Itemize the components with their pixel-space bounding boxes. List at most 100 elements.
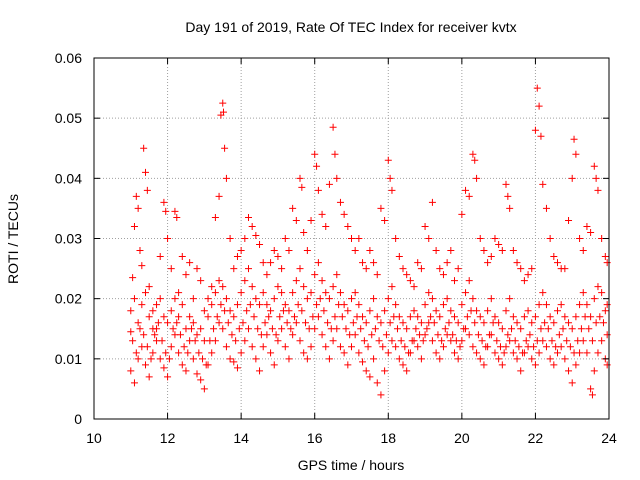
data-point [226, 235, 234, 242]
data-point [263, 301, 271, 309]
data-point [417, 355, 425, 363]
data-point [210, 325, 218, 333]
data-point [579, 289, 587, 297]
data-point [248, 222, 256, 230]
axis-ticks [93, 57, 610, 420]
y-axis-label: ROTI / TECUs [5, 194, 21, 284]
data-point [153, 301, 161, 309]
data-point [362, 367, 370, 375]
data-point [546, 355, 554, 363]
data-point [366, 247, 374, 255]
data-point [289, 204, 297, 212]
data-point [342, 325, 350, 333]
data-point [568, 174, 576, 182]
data-point [454, 265, 462, 273]
data-point [156, 253, 164, 261]
x-tick-label: 22 [528, 430, 544, 446]
data-point [598, 337, 606, 345]
data-point [175, 289, 183, 297]
data-point [344, 222, 352, 230]
data-point [303, 295, 311, 303]
data-point [303, 247, 311, 255]
data-point [340, 349, 348, 357]
data-point [272, 331, 280, 339]
data-point [425, 289, 433, 297]
data-point [145, 313, 153, 321]
data-point [555, 331, 563, 339]
data-point [438, 337, 446, 345]
data-point [303, 355, 311, 363]
data-point [590, 162, 598, 170]
data-point [443, 259, 451, 267]
data-point [542, 301, 550, 309]
data-point [232, 337, 240, 345]
data-point [373, 379, 381, 387]
x-axis-label: GPS time / hours [298, 457, 405, 473]
data-point [175, 313, 183, 321]
data-point [200, 307, 208, 315]
data-point [535, 102, 543, 110]
data-point [211, 289, 219, 297]
data-point [491, 349, 499, 357]
data-point [191, 337, 199, 345]
data-point [388, 186, 396, 194]
data-point [511, 337, 519, 345]
data-point [349, 319, 357, 327]
data-point [292, 277, 300, 285]
data-point [498, 325, 506, 333]
data-point [509, 349, 517, 357]
data-point [263, 271, 271, 279]
data-point [259, 289, 267, 297]
data-point [552, 343, 560, 351]
data-point [138, 301, 146, 309]
data-point [357, 325, 365, 333]
data-point [403, 271, 411, 279]
data-point [130, 379, 138, 387]
data-point [241, 337, 249, 345]
x-tick-label: 18 [380, 430, 396, 446]
data-point [432, 307, 440, 315]
data-point [390, 313, 398, 321]
data-point [241, 277, 249, 285]
y-tick-label: 0.04 [55, 170, 82, 186]
data-point [414, 259, 422, 267]
data-point [381, 367, 389, 375]
data-point [528, 265, 536, 273]
data-point [340, 210, 348, 218]
data-point [134, 319, 142, 327]
data-point [476, 313, 484, 321]
data-point [480, 319, 488, 327]
data-point [197, 325, 205, 333]
data-point [377, 204, 385, 212]
data-point [386, 174, 394, 182]
y-tick-label: 0.01 [55, 351, 82, 367]
data-point [322, 343, 330, 351]
data-point [193, 265, 201, 273]
data-point [182, 367, 190, 375]
data-point [173, 213, 181, 221]
data-point [592, 174, 600, 182]
data-point [462, 186, 470, 194]
data-point [248, 343, 256, 351]
data-point [454, 355, 462, 363]
data-point [129, 274, 137, 282]
data-point [436, 355, 444, 363]
data-point [414, 343, 422, 351]
data-point [412, 325, 420, 333]
data-point [392, 301, 400, 309]
data-point [491, 313, 499, 321]
y-tick-label: 0.02 [55, 291, 82, 307]
data-point [149, 325, 157, 333]
data-point [267, 349, 275, 357]
data-point [528, 355, 536, 363]
data-point [228, 331, 236, 339]
data-point [259, 343, 267, 351]
data-point [474, 331, 482, 339]
data-point [577, 325, 585, 333]
data-point [467, 307, 475, 315]
data-point [554, 307, 561, 315]
data-point [399, 319, 407, 327]
y-tick-label: 0.05 [55, 110, 82, 126]
data-point [290, 313, 298, 321]
data-point [520, 277, 528, 285]
